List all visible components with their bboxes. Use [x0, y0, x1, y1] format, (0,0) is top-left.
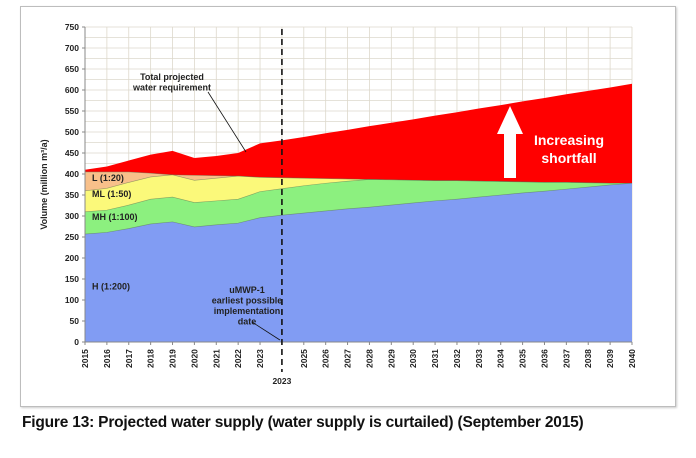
x-tick-label: 2021 — [211, 349, 221, 368]
y-tick-label: 200 — [65, 253, 79, 263]
y-tick-label: 50 — [70, 316, 80, 326]
x-tick-label: 2019 — [168, 349, 178, 368]
implementation-label: date — [238, 317, 257, 327]
total-leader-line — [207, 91, 247, 153]
series-label: MH (1:100) — [92, 212, 138, 222]
x-tick-label: 2039 — [605, 349, 615, 368]
x-tick-label: 2025 — [299, 349, 309, 368]
y-tick-label: 750 — [65, 22, 79, 32]
series-label: ML (1:50) — [92, 189, 131, 199]
implementation-year-label: 2023 — [272, 376, 291, 386]
x-tick-label: 2026 — [321, 349, 331, 368]
x-tick-label: 2037 — [561, 349, 571, 368]
x-tick-label: 2030 — [408, 349, 418, 368]
y-tick-label: 250 — [65, 232, 79, 242]
shortfall-label: shortfall — [541, 150, 596, 166]
arrow-up-icon — [497, 106, 523, 178]
x-tick-label: 2028 — [364, 349, 374, 368]
x-tick-label: 2038 — [583, 349, 593, 368]
y-axis-label: Volume (million m³/a) — [39, 139, 49, 229]
x-tick-label: 2035 — [518, 349, 528, 368]
x-tick-label: 2015 — [80, 349, 90, 368]
x-tick-label: 2020 — [189, 349, 199, 368]
y-tick-label: 600 — [65, 85, 79, 95]
implementation-label: implementation — [214, 306, 281, 316]
shortfall-label: Increasing — [534, 132, 604, 148]
y-tick-label: 400 — [65, 169, 79, 179]
x-tick-label: 2032 — [452, 349, 462, 368]
series-label: H (1:200) — [92, 282, 130, 292]
y-tick-label: 700 — [65, 43, 79, 53]
implementation-label: uMWP-1 — [229, 285, 265, 295]
x-tick-label: 2023 — [255, 349, 265, 368]
x-tick-label: 2033 — [474, 349, 484, 368]
figure-caption: Figure 13: Projected water supply (water… — [22, 414, 584, 431]
total-requirement-label: water requirement — [132, 83, 211, 93]
series-label: L (1:20) — [92, 173, 124, 183]
area-edge — [84, 182, 633, 235]
x-tick-label: 2018 — [146, 349, 156, 368]
x-tick-label: 2034 — [496, 349, 506, 368]
y-tick-label: 550 — [65, 106, 79, 116]
y-tick-label: 450 — [65, 148, 79, 158]
y-tick-label: 300 — [65, 211, 79, 221]
y-tick-label: 350 — [65, 190, 79, 200]
y-tick-label: 650 — [65, 64, 79, 74]
chart: 0 50 100 150 200 250 300 350 400 450 500 550 600 650 7… — [39, 22, 637, 386]
y-tick-label: 100 — [65, 295, 79, 305]
x-tick-label: 2027 — [343, 349, 353, 368]
x-tick-label: 2029 — [386, 349, 396, 368]
x-tick-label: 2016 — [102, 349, 112, 368]
chart-frame — [20, 6, 676, 407]
x-tick-label: 2022 — [233, 349, 243, 368]
area-edge — [84, 179, 632, 213]
x-tick-label: 2040 — [627, 349, 637, 368]
total-requirement-label: Total projected — [140, 72, 204, 82]
y-tick-label: 500 — [65, 127, 79, 137]
implementation-label: earliest possible — [212, 296, 283, 306]
x-tick-label: 2031 — [430, 349, 440, 368]
y-tick-label: 0 — [74, 337, 79, 347]
y-tick-label: 150 — [65, 274, 79, 284]
area-h-1-200- — [85, 183, 632, 342]
x-tick-label: 2036 — [539, 349, 549, 368]
implementation-leader-line — [251, 321, 281, 341]
x-tick-label: 2017 — [124, 349, 134, 368]
